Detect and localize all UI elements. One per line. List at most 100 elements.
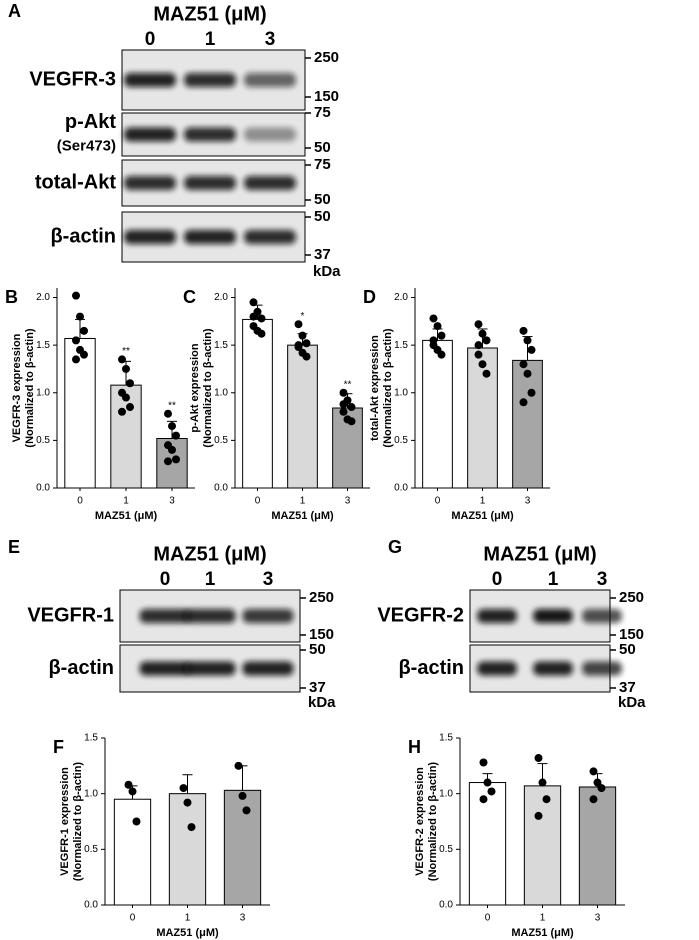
data-point xyxy=(437,331,446,340)
row-label: VEGFR-2 xyxy=(377,604,464,626)
data-point xyxy=(172,431,180,440)
lane-label: 1 xyxy=(548,569,559,590)
y-axis-label: VEGFR-2 expression xyxy=(414,767,426,876)
data-point xyxy=(302,352,311,361)
data-point xyxy=(72,291,80,300)
y-tick-label: 0.5 xyxy=(84,844,98,855)
bar xyxy=(287,344,318,489)
data-point xyxy=(429,314,438,323)
band xyxy=(242,609,294,623)
data-point xyxy=(164,409,172,418)
x-tick-label: 1 xyxy=(123,496,129,507)
data-point xyxy=(122,364,130,373)
x-axis-label: MAZ51 (μM) xyxy=(511,927,574,939)
data-point xyxy=(597,784,606,793)
significance: ** xyxy=(122,346,130,357)
x-tick-label: 3 xyxy=(345,496,351,507)
lane-label: 0 xyxy=(160,569,171,590)
lane-label: 3 xyxy=(265,29,276,50)
y-tick-label: 0.5 xyxy=(214,435,228,446)
panel-letter: D xyxy=(363,287,376,307)
data-point xyxy=(593,778,602,787)
x-axis-label: MAZ51 (μM) xyxy=(451,510,514,522)
unit-label: kDa xyxy=(313,263,341,280)
panel-letter: H xyxy=(408,737,421,757)
y-tick-label: 0.5 xyxy=(439,844,453,855)
y-axis-label: total-Akt expression xyxy=(369,335,381,441)
y-tick-label: 1.0 xyxy=(84,788,98,799)
blot-title: MAZ51 (μM) xyxy=(483,543,596,565)
unit-label: kDa xyxy=(308,694,336,711)
band xyxy=(242,661,294,676)
y-axis-label: (Normalized to β-actin) xyxy=(72,762,84,882)
row-label: VEGFR-3 xyxy=(29,68,116,90)
data-point xyxy=(478,329,487,338)
band xyxy=(244,176,296,190)
data-point xyxy=(249,312,258,321)
band xyxy=(477,661,517,676)
data-point xyxy=(183,798,192,807)
y-axis-label: VEGFR-3 expression xyxy=(11,333,23,442)
lane-label: 0 xyxy=(145,29,156,50)
marker-label: 250 xyxy=(619,589,644,606)
lane-label: 3 xyxy=(263,569,274,590)
data-point xyxy=(523,336,532,345)
lane-label: 3 xyxy=(597,569,608,590)
band xyxy=(124,73,176,87)
bar xyxy=(578,786,617,906)
bar xyxy=(113,798,152,906)
data-point xyxy=(483,778,492,787)
y-tick-label: 2.0 xyxy=(36,292,50,303)
band xyxy=(244,73,296,87)
band xyxy=(139,609,191,623)
marker-label: 37 xyxy=(309,679,326,696)
band xyxy=(244,230,296,244)
band xyxy=(582,661,622,676)
bar xyxy=(242,318,273,489)
x-tick-label: 1 xyxy=(540,913,546,924)
data-point xyxy=(234,761,243,770)
panel-letter: B xyxy=(5,287,18,307)
data-point xyxy=(519,360,528,369)
data-point xyxy=(527,388,536,397)
band xyxy=(124,230,176,244)
data-point xyxy=(482,336,491,345)
x-axis-label: MAZ51 (μM) xyxy=(95,510,158,522)
panel-letter: A xyxy=(8,1,21,21)
band xyxy=(244,127,296,142)
blot-title: MAZ51 (μM) xyxy=(153,3,266,25)
bar xyxy=(223,789,262,906)
data-point xyxy=(534,754,543,763)
lane-label: 1 xyxy=(205,569,216,590)
x-tick-label: 3 xyxy=(169,496,175,507)
unit-label: kDa xyxy=(618,694,646,711)
data-point xyxy=(339,388,348,397)
data-point xyxy=(527,345,536,354)
marker-label: 50 xyxy=(309,641,326,658)
marker-label: 150 xyxy=(309,626,334,643)
data-point xyxy=(76,312,84,321)
y-tick-label: 2.0 xyxy=(394,292,408,303)
data-point xyxy=(294,341,303,350)
data-point xyxy=(487,787,496,796)
band xyxy=(582,609,622,623)
row-label: β-actin xyxy=(398,657,464,679)
x-tick-label: 0 xyxy=(255,496,261,507)
bar xyxy=(110,384,142,489)
panel-letter: G xyxy=(388,537,402,557)
data-point xyxy=(257,329,266,338)
data-point xyxy=(347,403,356,412)
data-point xyxy=(482,369,491,378)
data-point xyxy=(474,350,483,359)
marker-label: 150 xyxy=(619,626,644,643)
significance: * xyxy=(301,311,305,322)
x-tick-label: 0 xyxy=(435,496,441,507)
data-point xyxy=(257,314,266,323)
bar xyxy=(523,785,562,906)
data-point xyxy=(124,780,133,789)
band xyxy=(184,176,236,190)
data-point xyxy=(164,457,172,466)
marker-label: 75 xyxy=(314,104,331,121)
data-point xyxy=(126,403,134,412)
data-point xyxy=(122,393,130,402)
